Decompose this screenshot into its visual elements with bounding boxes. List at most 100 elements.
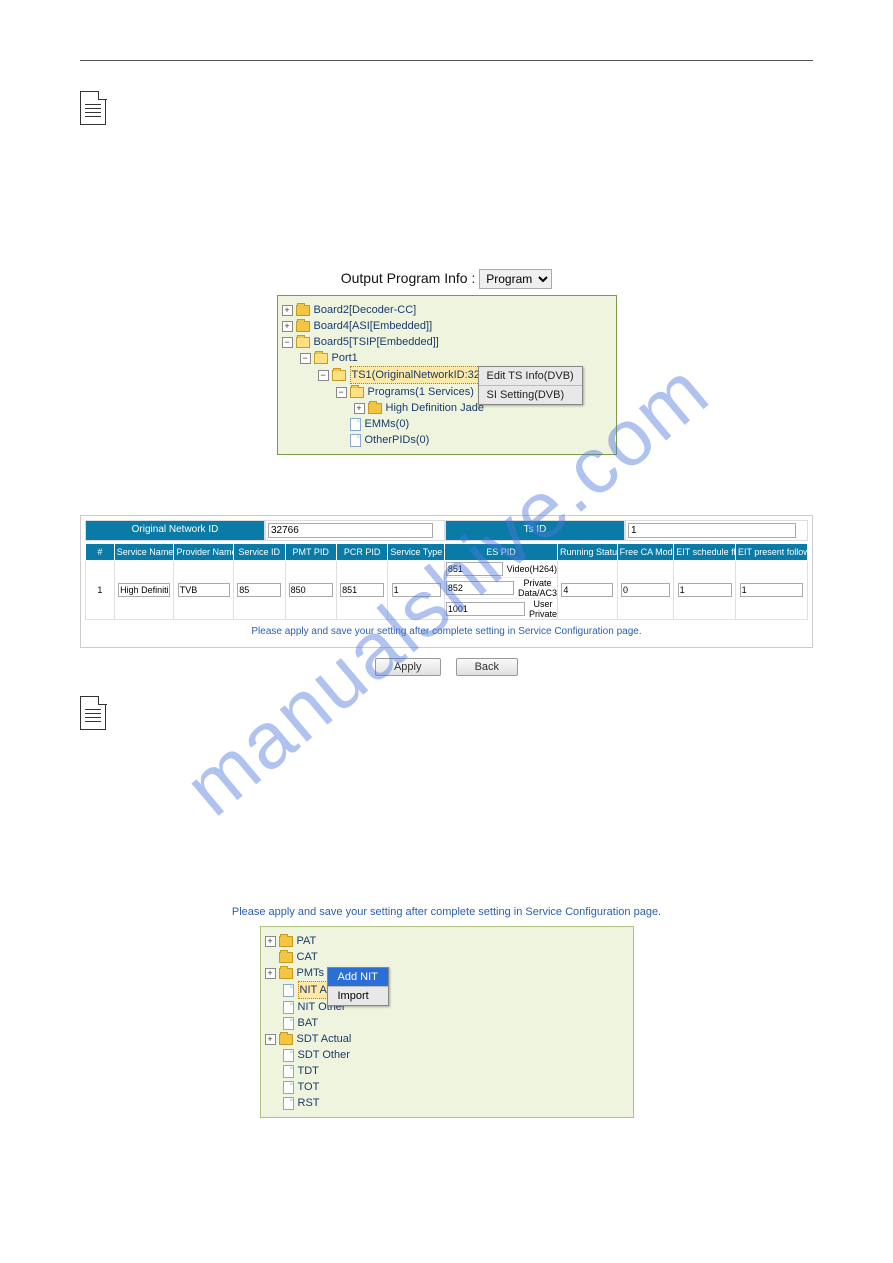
- tree-bat-label: BAT: [298, 1015, 319, 1031]
- page-icon: [283, 1081, 294, 1094]
- context-menu[interactable]: Edit TS Info(DVB) SI Setting(DVB): [478, 366, 583, 405]
- es-pid-input[interactable]: [446, 562, 503, 576]
- tree-board5[interactable]: − Board5[TSIP[Embedded]]: [282, 334, 612, 350]
- tree-bat[interactable]: BAT: [265, 1015, 629, 1031]
- apply-note2: Please apply and save your setting after…: [80, 906, 813, 918]
- page-icon: [283, 1065, 294, 1078]
- es-type-label: Video(H264): [507, 564, 557, 574]
- table-row: 1 Video(H264) Private Data: [86, 561, 808, 620]
- ts-id-label: Ts ID: [445, 520, 625, 541]
- eit-sched-input[interactable]: [678, 583, 732, 597]
- page-icon: [283, 984, 294, 997]
- es-pid-cell: Video(H264) Private Data/AC3 User Privat…: [444, 561, 557, 620]
- collapse-icon[interactable]: −: [336, 387, 347, 398]
- tree-otherpids[interactable]: OtherPIDs(0): [282, 432, 612, 448]
- tree-pat[interactable]: + PAT: [265, 933, 629, 949]
- menu-add-nit[interactable]: Add NIT: [328, 968, 388, 987]
- output-program-label: Output Program Info : Program: [80, 269, 813, 289]
- tree-tot-label: TOT: [298, 1079, 320, 1095]
- tree-pmts[interactable]: + PMTs: [265, 965, 629, 981]
- running-status-input[interactable]: [561, 583, 613, 597]
- pmt-pid-input[interactable]: [289, 583, 333, 597]
- tree-emms-label: EMMs(0): [365, 416, 410, 432]
- expand-icon[interactable]: +: [282, 321, 293, 332]
- tree-rst[interactable]: RST: [265, 1095, 629, 1111]
- menu-edit-ts[interactable]: Edit TS Info(DVB): [479, 367, 582, 386]
- collapse-icon[interactable]: −: [282, 337, 293, 348]
- tree-tdt-label: TDT: [298, 1063, 319, 1079]
- collapse-icon[interactable]: −: [318, 370, 329, 381]
- col-provider-name: Provider Name: [174, 544, 234, 561]
- tree-hdjade-label: High Definition Jade: [386, 400, 484, 416]
- tree-board2[interactable]: + Board2[Decoder-CC]: [282, 302, 612, 318]
- page-icon: [283, 1097, 294, 1110]
- expand-icon[interactable]: +: [282, 305, 293, 316]
- apply-note: Please apply and save your setting after…: [85, 626, 808, 637]
- note-icon: [80, 696, 106, 730]
- collapse-icon[interactable]: −: [300, 353, 311, 364]
- tree-port1[interactable]: − Port1: [282, 350, 612, 366]
- tree-board4[interactable]: + Board4[ASI[Embedded]]: [282, 318, 612, 334]
- col-eit-present: EIT present following flag: [735, 544, 807, 561]
- orig-net-id-input[interactable]: [268, 523, 433, 538]
- col-num: #: [86, 544, 115, 561]
- context-menu2[interactable]: Add NIT Import: [327, 967, 389, 1006]
- cell-num: 1: [86, 561, 115, 620]
- eit-present-input[interactable]: [740, 583, 804, 597]
- note-text-placeholder: [80, 750, 813, 900]
- tree-nit-actual[interactable]: NIT Actual: [265, 981, 629, 999]
- menu-import[interactable]: Import: [328, 987, 388, 1005]
- tree-rst-label: RST: [298, 1095, 320, 1111]
- tree-tot[interactable]: TOT: [265, 1079, 629, 1095]
- tree-sdt-other-label: SDT Other: [298, 1047, 350, 1063]
- col-pcr-pid: PCR PID: [336, 544, 387, 561]
- folder-icon: [296, 305, 310, 316]
- note-text-placeholder: [80, 145, 813, 265]
- output-program-text: Output Program Info :: [341, 270, 476, 286]
- service-name-input[interactable]: [118, 583, 170, 597]
- expand-icon[interactable]: +: [265, 968, 276, 979]
- note-icon: [80, 91, 106, 125]
- tree-programs-label: Programs(1 Services): [368, 384, 474, 400]
- col-running-status: Running Status: [558, 544, 618, 561]
- menu-si-setting[interactable]: SI Setting(DVB): [479, 386, 582, 404]
- folder-icon: [279, 952, 293, 963]
- tree-nit-other[interactable]: NIT Other: [265, 999, 629, 1015]
- tree-cat[interactable]: CAT: [265, 949, 629, 965]
- tree-pat-label: PAT: [297, 933, 317, 949]
- service-table: # Service Name Provider Name Service ID …: [85, 543, 808, 620]
- tree-cat-label: CAT: [297, 949, 318, 965]
- ts-id-input[interactable]: [628, 523, 796, 538]
- folder-icon: [296, 321, 310, 332]
- apply-button[interactable]: Apply: [375, 658, 441, 676]
- col-free-ca: Free CA Mode: [617, 544, 674, 561]
- output-program-select[interactable]: Program: [479, 269, 552, 289]
- col-eit-sched: EIT schedule flag: [674, 544, 736, 561]
- back-button[interactable]: Back: [456, 658, 518, 676]
- tree-sdt-other[interactable]: SDT Other: [265, 1047, 629, 1063]
- col-es-pid: ES PID: [444, 544, 557, 561]
- folder-icon: [350, 387, 364, 398]
- expand-icon[interactable]: +: [265, 936, 276, 947]
- page-icon: [283, 1001, 294, 1014]
- expand-icon[interactable]: +: [354, 403, 365, 414]
- orig-net-id-label: Original Network ID: [85, 520, 265, 541]
- col-service-type: Service Type: [388, 544, 445, 561]
- table-header-row: # Service Name Provider Name Service ID …: [86, 544, 808, 561]
- es-type-label: User Private: [529, 599, 557, 619]
- tree-emms[interactable]: EMMs(0): [282, 416, 612, 432]
- service-type-input[interactable]: [392, 583, 441, 597]
- folder-icon: [279, 968, 293, 979]
- tree-sdt-actual[interactable]: + SDT Actual: [265, 1031, 629, 1047]
- es-pid-input[interactable]: [446, 602, 525, 616]
- service-id-input[interactable]: [237, 583, 281, 597]
- es-pid-input[interactable]: [446, 581, 514, 595]
- col-service-name: Service Name: [114, 544, 174, 561]
- provider-name-input[interactable]: [178, 583, 230, 597]
- expand-icon[interactable]: +: [265, 1034, 276, 1045]
- tree-tdt[interactable]: TDT: [265, 1063, 629, 1079]
- pcr-pid-input[interactable]: [340, 583, 384, 597]
- tree-sdt-actual-label: SDT Actual: [297, 1031, 352, 1047]
- folder-icon: [279, 936, 293, 947]
- free-ca-input[interactable]: [621, 583, 670, 597]
